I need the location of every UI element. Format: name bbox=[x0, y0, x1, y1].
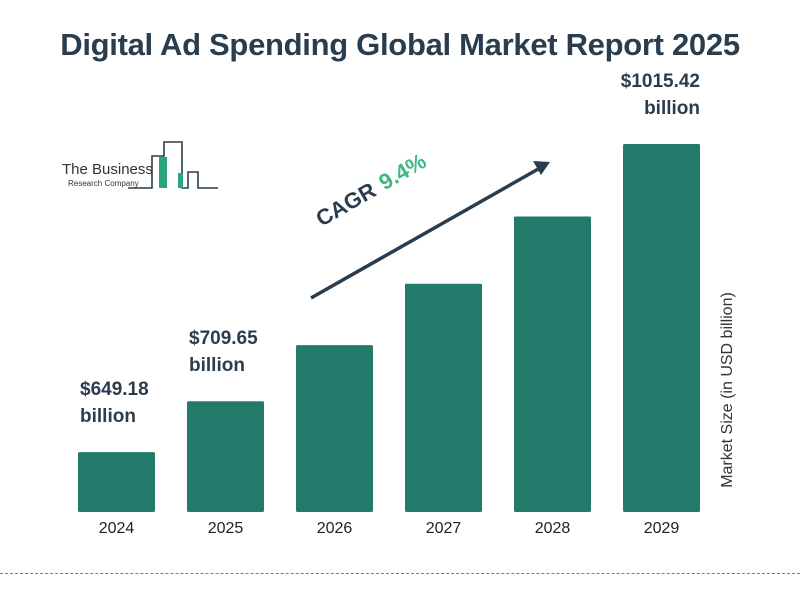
data-label-line: $649.18 bbox=[80, 379, 149, 401]
bar-2025 bbox=[187, 401, 264, 512]
bar-2026 bbox=[296, 345, 373, 512]
x-tick-2027: 2027 bbox=[425, 520, 462, 537]
bar-2028 bbox=[514, 216, 591, 512]
x-tick-2029: 2029 bbox=[643, 520, 680, 537]
chart-title: Digital Ad Spending Global Market Report… bbox=[60, 27, 740, 62]
cagr-arrow bbox=[310, 166, 541, 300]
x-tick-2025: 2025 bbox=[207, 520, 244, 537]
bar-2029 bbox=[623, 144, 700, 512]
data-label-line: $709.65 bbox=[189, 328, 258, 350]
data-label-2025: $709.65 billion bbox=[189, 325, 258, 379]
data-label-line: billion bbox=[80, 406, 136, 428]
x-tick-2028: 2028 bbox=[534, 520, 571, 537]
data-label-line: $1015.42 bbox=[620, 71, 700, 92]
logo-line2: Research Company bbox=[68, 179, 139, 188]
data-label-2029: $1015.42 billion bbox=[621, 68, 700, 122]
cagr-arrowhead bbox=[533, 161, 550, 175]
x-tick-2026: 2026 bbox=[316, 520, 353, 537]
logo-line1: The Business bbox=[62, 161, 153, 178]
bar-2027 bbox=[405, 283, 482, 512]
data-label-line: billion bbox=[644, 98, 700, 119]
divider-line bbox=[0, 573, 800, 574]
company-logo: The Business Research Company bbox=[62, 141, 218, 189]
x-tick-2024: 2024 bbox=[98, 520, 135, 537]
data-label-line: billion bbox=[189, 355, 245, 377]
bar-2024 bbox=[78, 452, 155, 512]
y-axis-label: Market Size (in USD billion) bbox=[719, 292, 736, 488]
data-label-2024: $649.18 billion bbox=[80, 376, 149, 430]
